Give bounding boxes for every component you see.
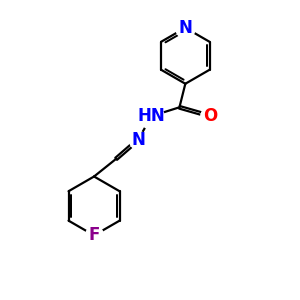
Text: N: N	[178, 19, 192, 37]
Text: HN: HN	[138, 107, 165, 125]
Text: F: F	[88, 226, 100, 244]
Text: N: N	[131, 131, 145, 149]
Text: O: O	[203, 107, 218, 125]
